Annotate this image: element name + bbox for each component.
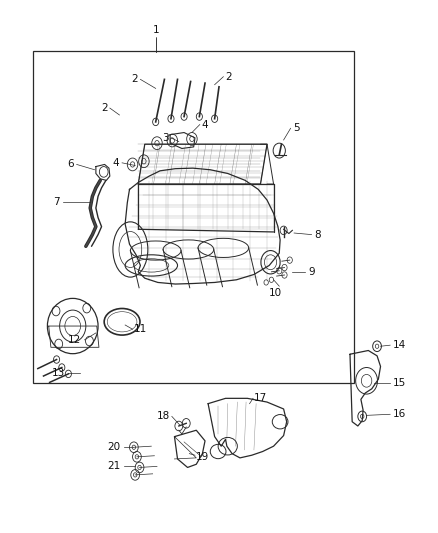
Text: 15: 15 [393,378,406,389]
Text: 11: 11 [134,324,147,334]
Text: 4: 4 [201,119,208,130]
Text: 2: 2 [101,103,108,113]
Text: 20: 20 [108,442,121,452]
Text: 10: 10 [269,288,283,298]
Text: 7: 7 [53,197,60,207]
Text: 5: 5 [293,123,300,133]
Text: 2: 2 [131,75,138,84]
Text: 6: 6 [67,159,74,169]
Text: 9: 9 [308,267,315,277]
Text: 4: 4 [112,158,119,168]
Text: 1: 1 [152,25,159,35]
Text: 18: 18 [157,411,170,422]
Bar [33,51,354,383]
Text: 16: 16 [393,409,406,419]
Text: 8: 8 [314,230,321,240]
Text: 17: 17 [254,393,267,403]
Text: 14: 14 [393,340,406,350]
Text: 3: 3 [162,133,169,143]
Text: 19: 19 [196,452,209,462]
Text: 13: 13 [52,368,65,378]
Text: 12: 12 [68,335,81,345]
Text: 21: 21 [107,461,121,471]
Text: 2: 2 [226,72,232,82]
